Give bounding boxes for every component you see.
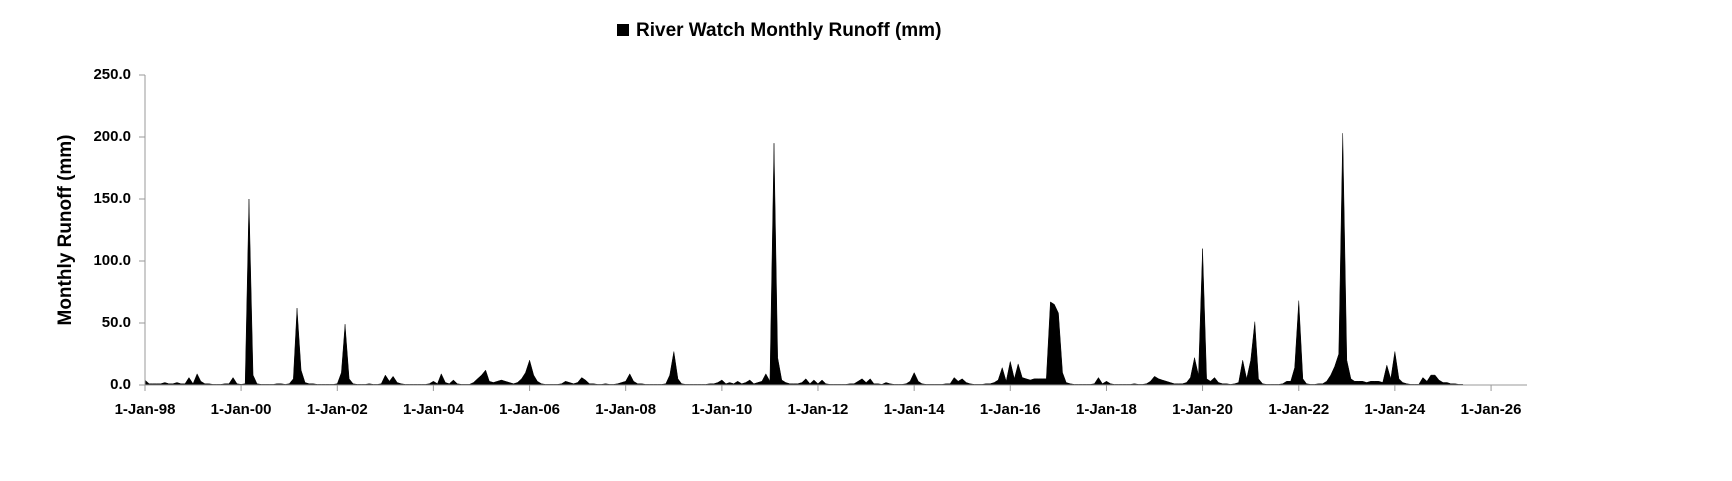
x-tick-label: 1-Jan-04 (403, 401, 465, 418)
y-tick-label: 100.0 (93, 252, 131, 269)
x-tick-label: 1-Jan-98 (115, 401, 176, 418)
y-tick-label: 200.0 (93, 128, 131, 145)
x-tick-label: 1-Jan-12 (788, 401, 849, 418)
y-axis-label: Monthly Runoff (mm) (55, 134, 76, 325)
x-tick-label: 1-Jan-16 (980, 401, 1041, 418)
y-tick-label: 0.0 (110, 376, 131, 393)
legend-swatch (617, 24, 629, 36)
x-tick-label: 1-Jan-06 (499, 401, 560, 418)
legend-label: River Watch Monthly Runoff (mm) (636, 20, 941, 41)
x-tick-label: 1-Jan-14 (884, 401, 946, 418)
y-tick-label: 150.0 (93, 190, 131, 207)
y-tick-label: 50.0 (102, 314, 131, 331)
x-tick-label: 1-Jan-18 (1076, 401, 1137, 418)
x-tick-label: 1-Jan-00 (211, 401, 272, 418)
y-tick-label: 250.0 (93, 66, 131, 83)
x-tick-label: 1-Jan-24 (1364, 401, 1426, 418)
x-tick-label: 1-Jan-22 (1268, 401, 1329, 418)
area (144, 133, 1464, 386)
x-tick-label: 1-Jan-02 (307, 401, 368, 418)
x-tick-label: 1-Jan-08 (595, 401, 656, 418)
x-tick-label: 1-Jan-26 (1461, 401, 1522, 418)
x-tick-label: 1-Jan-20 (1172, 401, 1233, 418)
x-tick-label: 1-Jan-10 (691, 401, 752, 418)
